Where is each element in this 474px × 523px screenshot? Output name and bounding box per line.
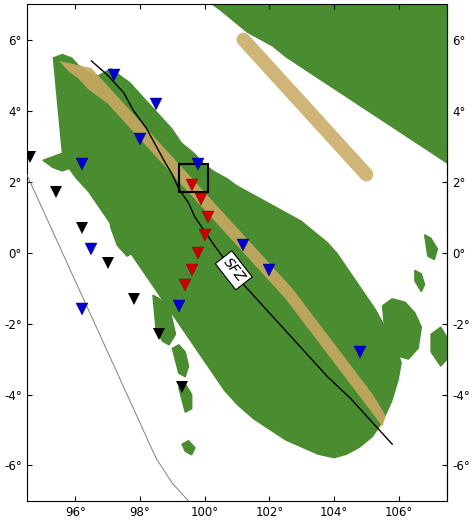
Polygon shape <box>211 4 447 164</box>
Polygon shape <box>179 384 191 412</box>
Polygon shape <box>173 345 189 377</box>
Polygon shape <box>59 61 386 426</box>
Polygon shape <box>431 327 447 366</box>
Polygon shape <box>425 235 438 259</box>
Polygon shape <box>153 295 175 345</box>
Text: SFZ: SFZ <box>220 256 247 285</box>
Polygon shape <box>182 441 195 455</box>
Polygon shape <box>383 299 421 359</box>
Polygon shape <box>108 199 137 256</box>
Polygon shape <box>43 146 88 171</box>
Polygon shape <box>53 54 402 458</box>
Polygon shape <box>146 242 163 263</box>
Polygon shape <box>415 270 425 292</box>
Bar <box>179 164 208 192</box>
